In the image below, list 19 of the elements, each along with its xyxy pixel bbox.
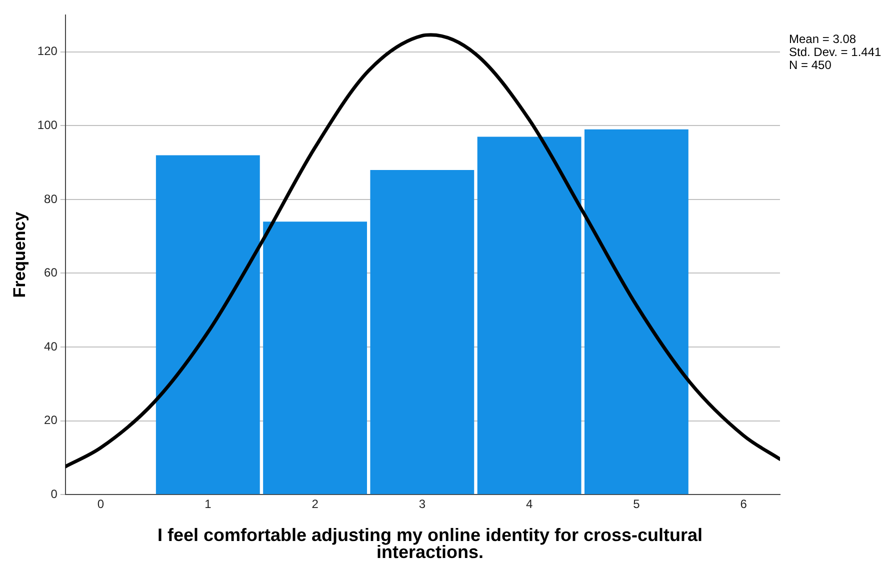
- text: Mean = 3.08: [789, 32, 858, 46]
- x-axis-title: I feel comfortable adjusting my online identity for cross-cultural interactions.: [156, 525, 704, 562]
- y-tick-label: 20: [44, 413, 58, 428]
- x-tick-label: 4: [526, 497, 533, 512]
- y-tick-label: 100: [37, 118, 58, 132]
- y-tick-label: 120: [37, 44, 58, 58]
- x-tick-label: 5: [633, 497, 640, 512]
- x-tick-label: 6: [740, 497, 748, 512]
- text: Std. Dev. = 1.441: [789, 45, 882, 59]
- y-axis-title: Frequency: [10, 211, 29, 298]
- y-tick-label: 40: [44, 339, 58, 354]
- x-tick-label: 3: [418, 497, 426, 512]
- x-tick-label: 1: [204, 497, 212, 512]
- x-tick-label: 0: [97, 497, 104, 512]
- y-tick-label: 0: [50, 486, 58, 501]
- text: N = 450: [789, 58, 832, 72]
- y-tick-label: 80: [44, 192, 58, 206]
- x-tick-label: 2: [312, 497, 319, 512]
- y-tick-label: 60: [44, 266, 58, 280]
